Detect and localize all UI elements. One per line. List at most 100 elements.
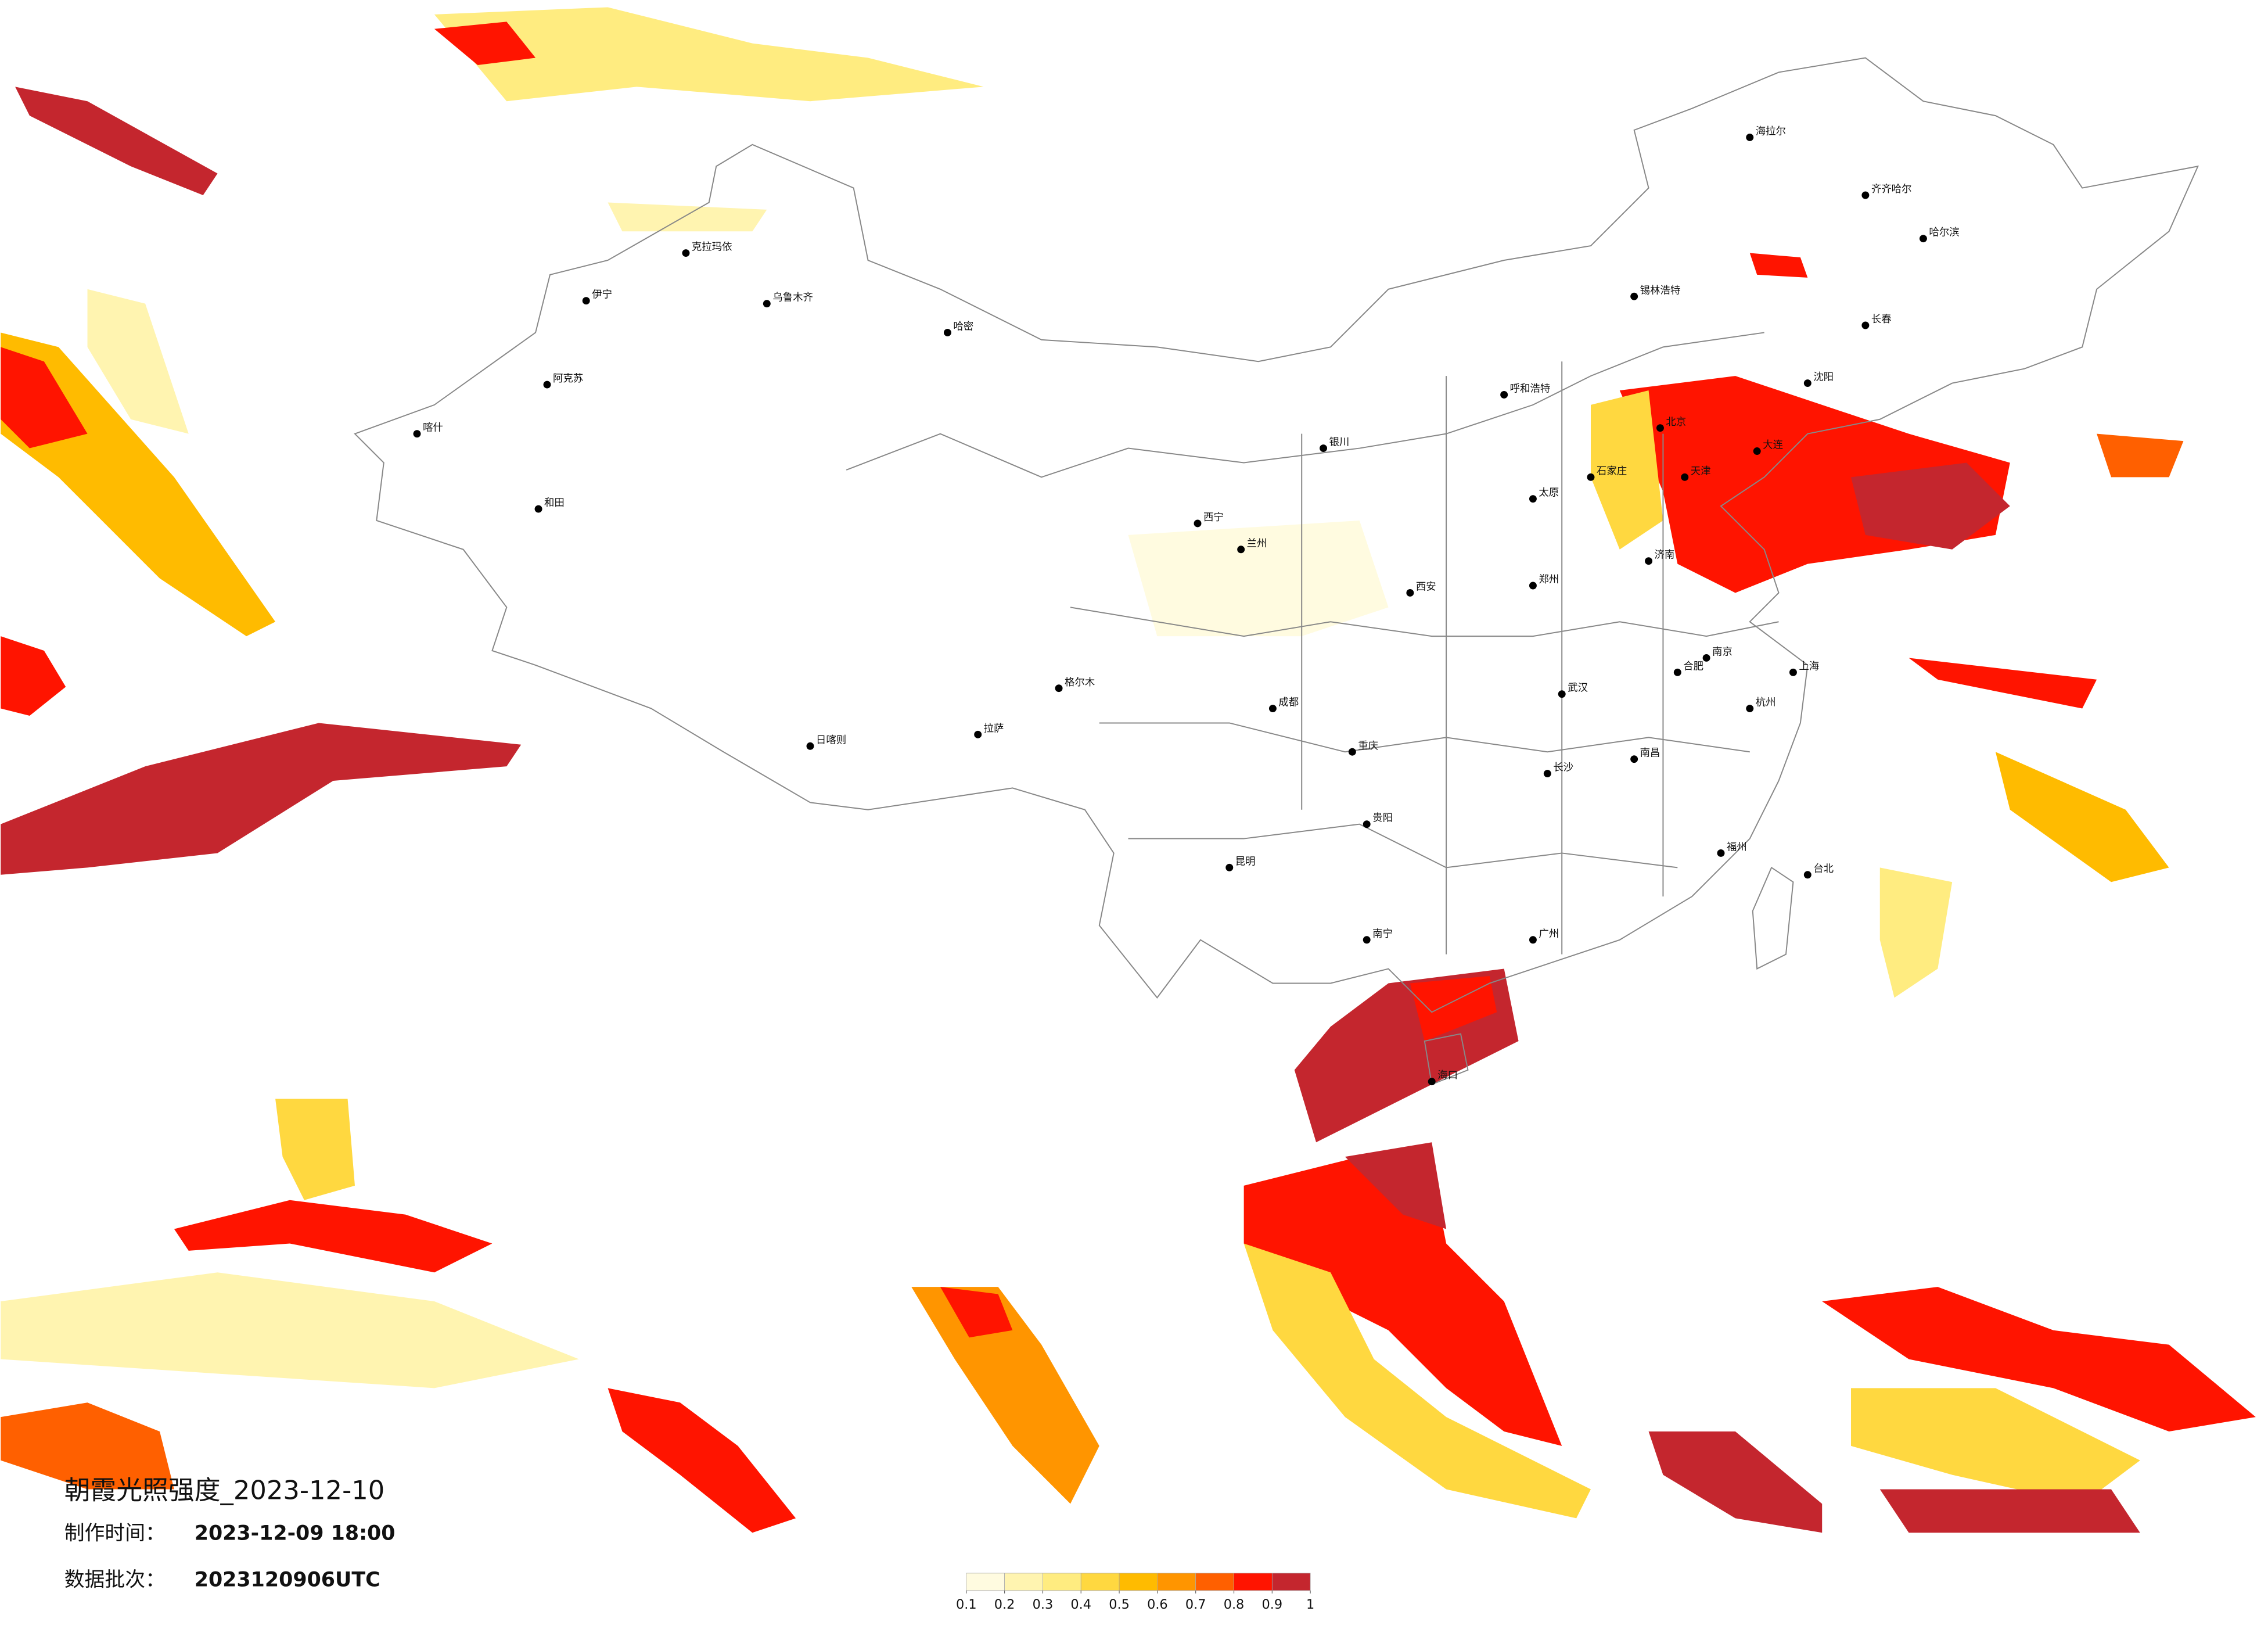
city-label: 乌鲁木齐 xyxy=(772,292,813,304)
city-dot xyxy=(1656,424,1664,432)
city-dot xyxy=(1789,668,1797,676)
city-label: 贵阳 xyxy=(1372,813,1393,824)
legend-tick-label: 0.5 xyxy=(1109,1597,1130,1612)
city-label: 长春 xyxy=(1871,314,1892,325)
legend-tick-label: 0.6 xyxy=(1147,1597,1168,1612)
city-dot xyxy=(1320,444,1328,453)
legend-tick-label: 0.1 xyxy=(956,1597,977,1612)
legend-swatch xyxy=(1195,1573,1234,1591)
city-dot xyxy=(1529,582,1537,590)
city-dot xyxy=(1702,654,1710,662)
city-label: 上海 xyxy=(1799,661,1819,672)
city-dot xyxy=(582,297,590,305)
city-dot xyxy=(1919,235,1927,243)
city-label: 南宁 xyxy=(1372,928,1393,940)
city-label: 成都 xyxy=(1278,697,1299,709)
city-label: 克拉玛依 xyxy=(692,242,732,253)
city-label: 沈阳 xyxy=(1813,372,1834,383)
city-dot xyxy=(543,381,551,389)
city-label: 西安 xyxy=(1416,581,1436,593)
legend-tick-label: 0.4 xyxy=(1070,1597,1091,1612)
city-label: 天津 xyxy=(1691,465,1711,477)
city-dot xyxy=(1630,292,1638,300)
city-dot xyxy=(1543,770,1551,778)
legend-tick-label: 0.9 xyxy=(1262,1597,1283,1612)
city-dot xyxy=(1055,684,1063,692)
legend-swatch xyxy=(1119,1573,1158,1591)
legend-swatch xyxy=(1080,1573,1120,1591)
city-dot xyxy=(1746,705,1754,713)
legend-tick-label: 1 xyxy=(1306,1597,1314,1612)
city-dot xyxy=(534,505,542,513)
city-label: 哈密 xyxy=(953,321,973,332)
city-label: 北京 xyxy=(1666,417,1686,428)
city-dot xyxy=(1237,546,1245,554)
city-dot xyxy=(806,742,814,750)
city-dot xyxy=(1529,936,1537,944)
city-dot xyxy=(1861,191,1870,199)
legend-swatch xyxy=(1234,1573,1273,1591)
city-label: 杭州 xyxy=(1756,697,1776,709)
city-label: 济南 xyxy=(1655,550,1675,561)
city-label: 大连 xyxy=(1763,440,1783,451)
legend-tick-label: 0.8 xyxy=(1224,1597,1245,1612)
city-label: 武汉 xyxy=(1568,683,1588,694)
city-label: 阿克苏 xyxy=(553,373,583,385)
city-label: 呼和浩特 xyxy=(1510,383,1551,395)
city-dot xyxy=(763,300,771,308)
city-dot xyxy=(1529,495,1537,503)
boundaries xyxy=(354,57,2199,1086)
city-dot xyxy=(1645,557,1653,565)
city-dot xyxy=(1746,133,1754,141)
city-dot xyxy=(1630,755,1638,763)
city-label: 锡林浩特 xyxy=(1640,285,1681,296)
city-label: 银川 xyxy=(1329,437,1350,448)
legend-swatch xyxy=(1157,1573,1196,1591)
legend-swatch xyxy=(1271,1573,1311,1591)
legend-tick-label: 0.3 xyxy=(1033,1597,1054,1612)
city-label: 和田 xyxy=(544,497,565,509)
city-dot xyxy=(1587,473,1595,481)
city-dot xyxy=(1194,519,1202,528)
city-label: 太原 xyxy=(1539,487,1559,499)
city-label: 日喀则 xyxy=(816,734,846,746)
city-dot xyxy=(1500,390,1508,399)
city-dot xyxy=(1861,321,1870,329)
city-dot xyxy=(974,730,982,738)
city-dot xyxy=(1558,690,1566,698)
city-label: 格尔木 xyxy=(1065,677,1095,688)
city-dot xyxy=(943,328,951,336)
batch-value: 2023120906UTC xyxy=(195,1568,380,1591)
city-label: 昆明 xyxy=(1235,856,1256,867)
legend-swatch xyxy=(966,1573,1005,1591)
city-dot xyxy=(1363,936,1371,944)
city-dot xyxy=(1681,473,1689,481)
legend-swatch xyxy=(1043,1573,1081,1591)
city-label: 福州 xyxy=(1727,841,1747,853)
city-dot xyxy=(1428,1078,1436,1086)
city-label: 广州 xyxy=(1539,928,1559,940)
city-label: 海口 xyxy=(1437,1070,1458,1082)
city-label: 合肥 xyxy=(1683,661,1703,672)
city-label: 拉萨 xyxy=(984,723,1004,734)
city-label: 海拉尔 xyxy=(1756,125,1786,137)
city-label: 西宁 xyxy=(1203,512,1224,523)
map-title: 朝霞光照强度_2023-12-10 xyxy=(64,1475,385,1506)
city-label: 齐齐哈尔 xyxy=(1871,184,1912,195)
made-time-value: 2023-12-09 18:00 xyxy=(195,1522,396,1545)
city-label: 长沙 xyxy=(1553,762,1573,774)
city-dot xyxy=(682,249,690,257)
intensity-field xyxy=(1,7,2256,1533)
made-time-label: 制作时间： xyxy=(64,1522,166,1545)
legend-swatch xyxy=(1004,1573,1043,1591)
city-label: 南昌 xyxy=(1640,748,1660,759)
city-label: 哈尔滨 xyxy=(1929,227,1959,239)
city-dot xyxy=(1673,668,1681,676)
city-dot xyxy=(1268,705,1277,713)
city-label: 石家庄 xyxy=(1597,465,1627,477)
city-label: 兰州 xyxy=(1247,538,1267,550)
city-dot xyxy=(413,430,421,438)
